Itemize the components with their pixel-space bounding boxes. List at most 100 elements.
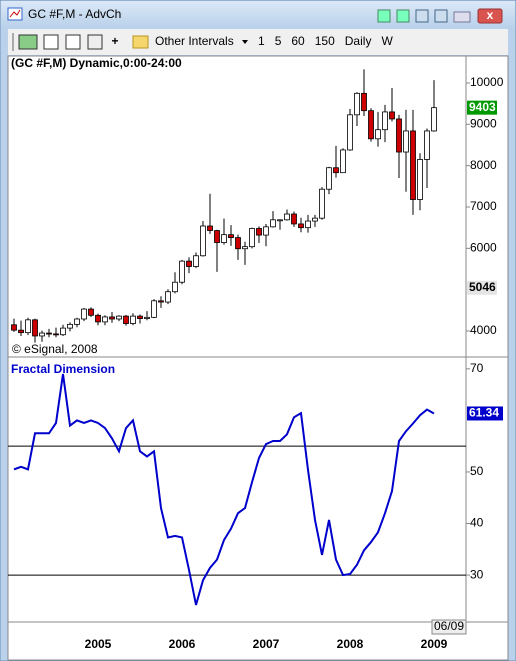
interval-button[interactable]: 1 (258, 34, 265, 48)
interval-menu[interactable]: Other Intervals (155, 34, 234, 48)
window-title: GC #F,M - AdvCh (28, 7, 121, 21)
candle-body (270, 219, 276, 228)
interval-button[interactable]: W (381, 34, 393, 48)
candle-body (277, 219, 283, 222)
candle-body (347, 114, 353, 151)
candle-body (186, 260, 192, 267)
candle-body (130, 315, 136, 324)
icon[interactable] (434, 9, 448, 23)
y-tick-label: 9000 (470, 116, 497, 130)
x-tick-label: 2008 (337, 637, 364, 651)
copyright: © eSignal, 2008 (12, 342, 98, 356)
candle-body (431, 107, 437, 132)
folder-icon[interactable] (132, 35, 149, 49)
candle-body (312, 217, 318, 222)
candle-body (221, 234, 227, 243)
candle-body (368, 110, 374, 140)
candle-body (151, 300, 157, 318)
last-value: 61.34 (469, 406, 499, 420)
candle-body (389, 111, 395, 120)
interval-button[interactable]: Daily (345, 34, 372, 48)
candle-body (32, 319, 38, 337)
candle-body (25, 319, 31, 334)
last-price-box (467, 100, 497, 115)
icon[interactable] (396, 9, 410, 23)
close-glyph: x (487, 8, 494, 22)
candle-body (417, 159, 423, 200)
candle-body (256, 228, 262, 236)
cursor-date: 06/09 (434, 619, 464, 633)
candle-body (424, 130, 430, 160)
icon[interactable] (415, 9, 429, 23)
candle-body (81, 308, 87, 320)
candle-body (123, 315, 129, 324)
x-tick-label: 2009 (421, 637, 448, 651)
candle-body (88, 308, 94, 316)
candle-body (116, 315, 122, 320)
candle-body (18, 329, 24, 334)
candle-body (333, 167, 339, 174)
toolbar-grip (12, 33, 14, 51)
candle-body (46, 332, 52, 335)
cursor-date-box (431, 619, 467, 635)
icon[interactable] (377, 9, 391, 23)
candle-body (193, 255, 199, 267)
x-tick-label: 2005 (85, 637, 112, 651)
candle-body (361, 92, 367, 112)
candle-body (263, 226, 269, 236)
candle-body (410, 130, 416, 200)
y-tick-label: 50 (470, 464, 484, 478)
candle-body (319, 188, 325, 219)
app-icon (7, 7, 23, 21)
interval-button[interactable]: 5 (275, 34, 282, 48)
y-tick-label: 40 (470, 516, 484, 530)
copy-tool[interactable] (43, 34, 59, 50)
layout-tool[interactable] (65, 34, 81, 50)
link-tool[interactable] (18, 34, 38, 50)
candle-body (396, 118, 402, 153)
candle-body (53, 333, 59, 336)
chart-area (7, 55, 509, 661)
candle-body (95, 314, 101, 323)
x-tick-label: 2007 (253, 637, 280, 651)
y-tick-label: 30 (470, 567, 484, 581)
candle-body (60, 327, 66, 336)
y-tick-label: 70 (470, 361, 484, 375)
candle-body (326, 167, 332, 190)
candle-body (228, 234, 234, 238)
title-bar (1, 1, 515, 28)
menu-arrow (242, 40, 248, 44)
y-tick-label: 4000 (470, 323, 497, 337)
close-button[interactable] (477, 8, 503, 24)
candle-body (249, 228, 255, 248)
properties-tool[interactable] (87, 34, 103, 50)
candle-body (235, 237, 241, 250)
x-tick-label: 2006 (169, 637, 196, 651)
indicator-title: Fractal Dimension (11, 362, 115, 376)
interval-button[interactable]: 150 (315, 34, 335, 48)
candle-body (74, 318, 80, 325)
candle-body (144, 316, 150, 319)
y-tick-label: 8000 (470, 158, 497, 172)
interval-button[interactable]: 60 (291, 34, 305, 48)
last-value-box (467, 406, 503, 421)
candle-body (179, 260, 185, 283)
candle-body (165, 291, 171, 303)
indicator-line (13, 373, 435, 606)
minimize-button[interactable] (453, 11, 471, 23)
candle-body (39, 332, 45, 337)
y-tick-label: 7000 (470, 199, 497, 213)
candle-body (291, 213, 297, 225)
candle-body (207, 225, 213, 231)
candle-body (354, 92, 360, 116)
cursor-value-box (467, 280, 497, 295)
last-price: 9403 (469, 100, 496, 114)
add-tool[interactable]: + (111, 34, 118, 48)
candle-body (200, 225, 206, 257)
candle-body (158, 300, 164, 303)
cursor-value: 5046 (469, 280, 496, 294)
app-icon-line (9, 9, 21, 18)
candle-body (214, 230, 220, 243)
